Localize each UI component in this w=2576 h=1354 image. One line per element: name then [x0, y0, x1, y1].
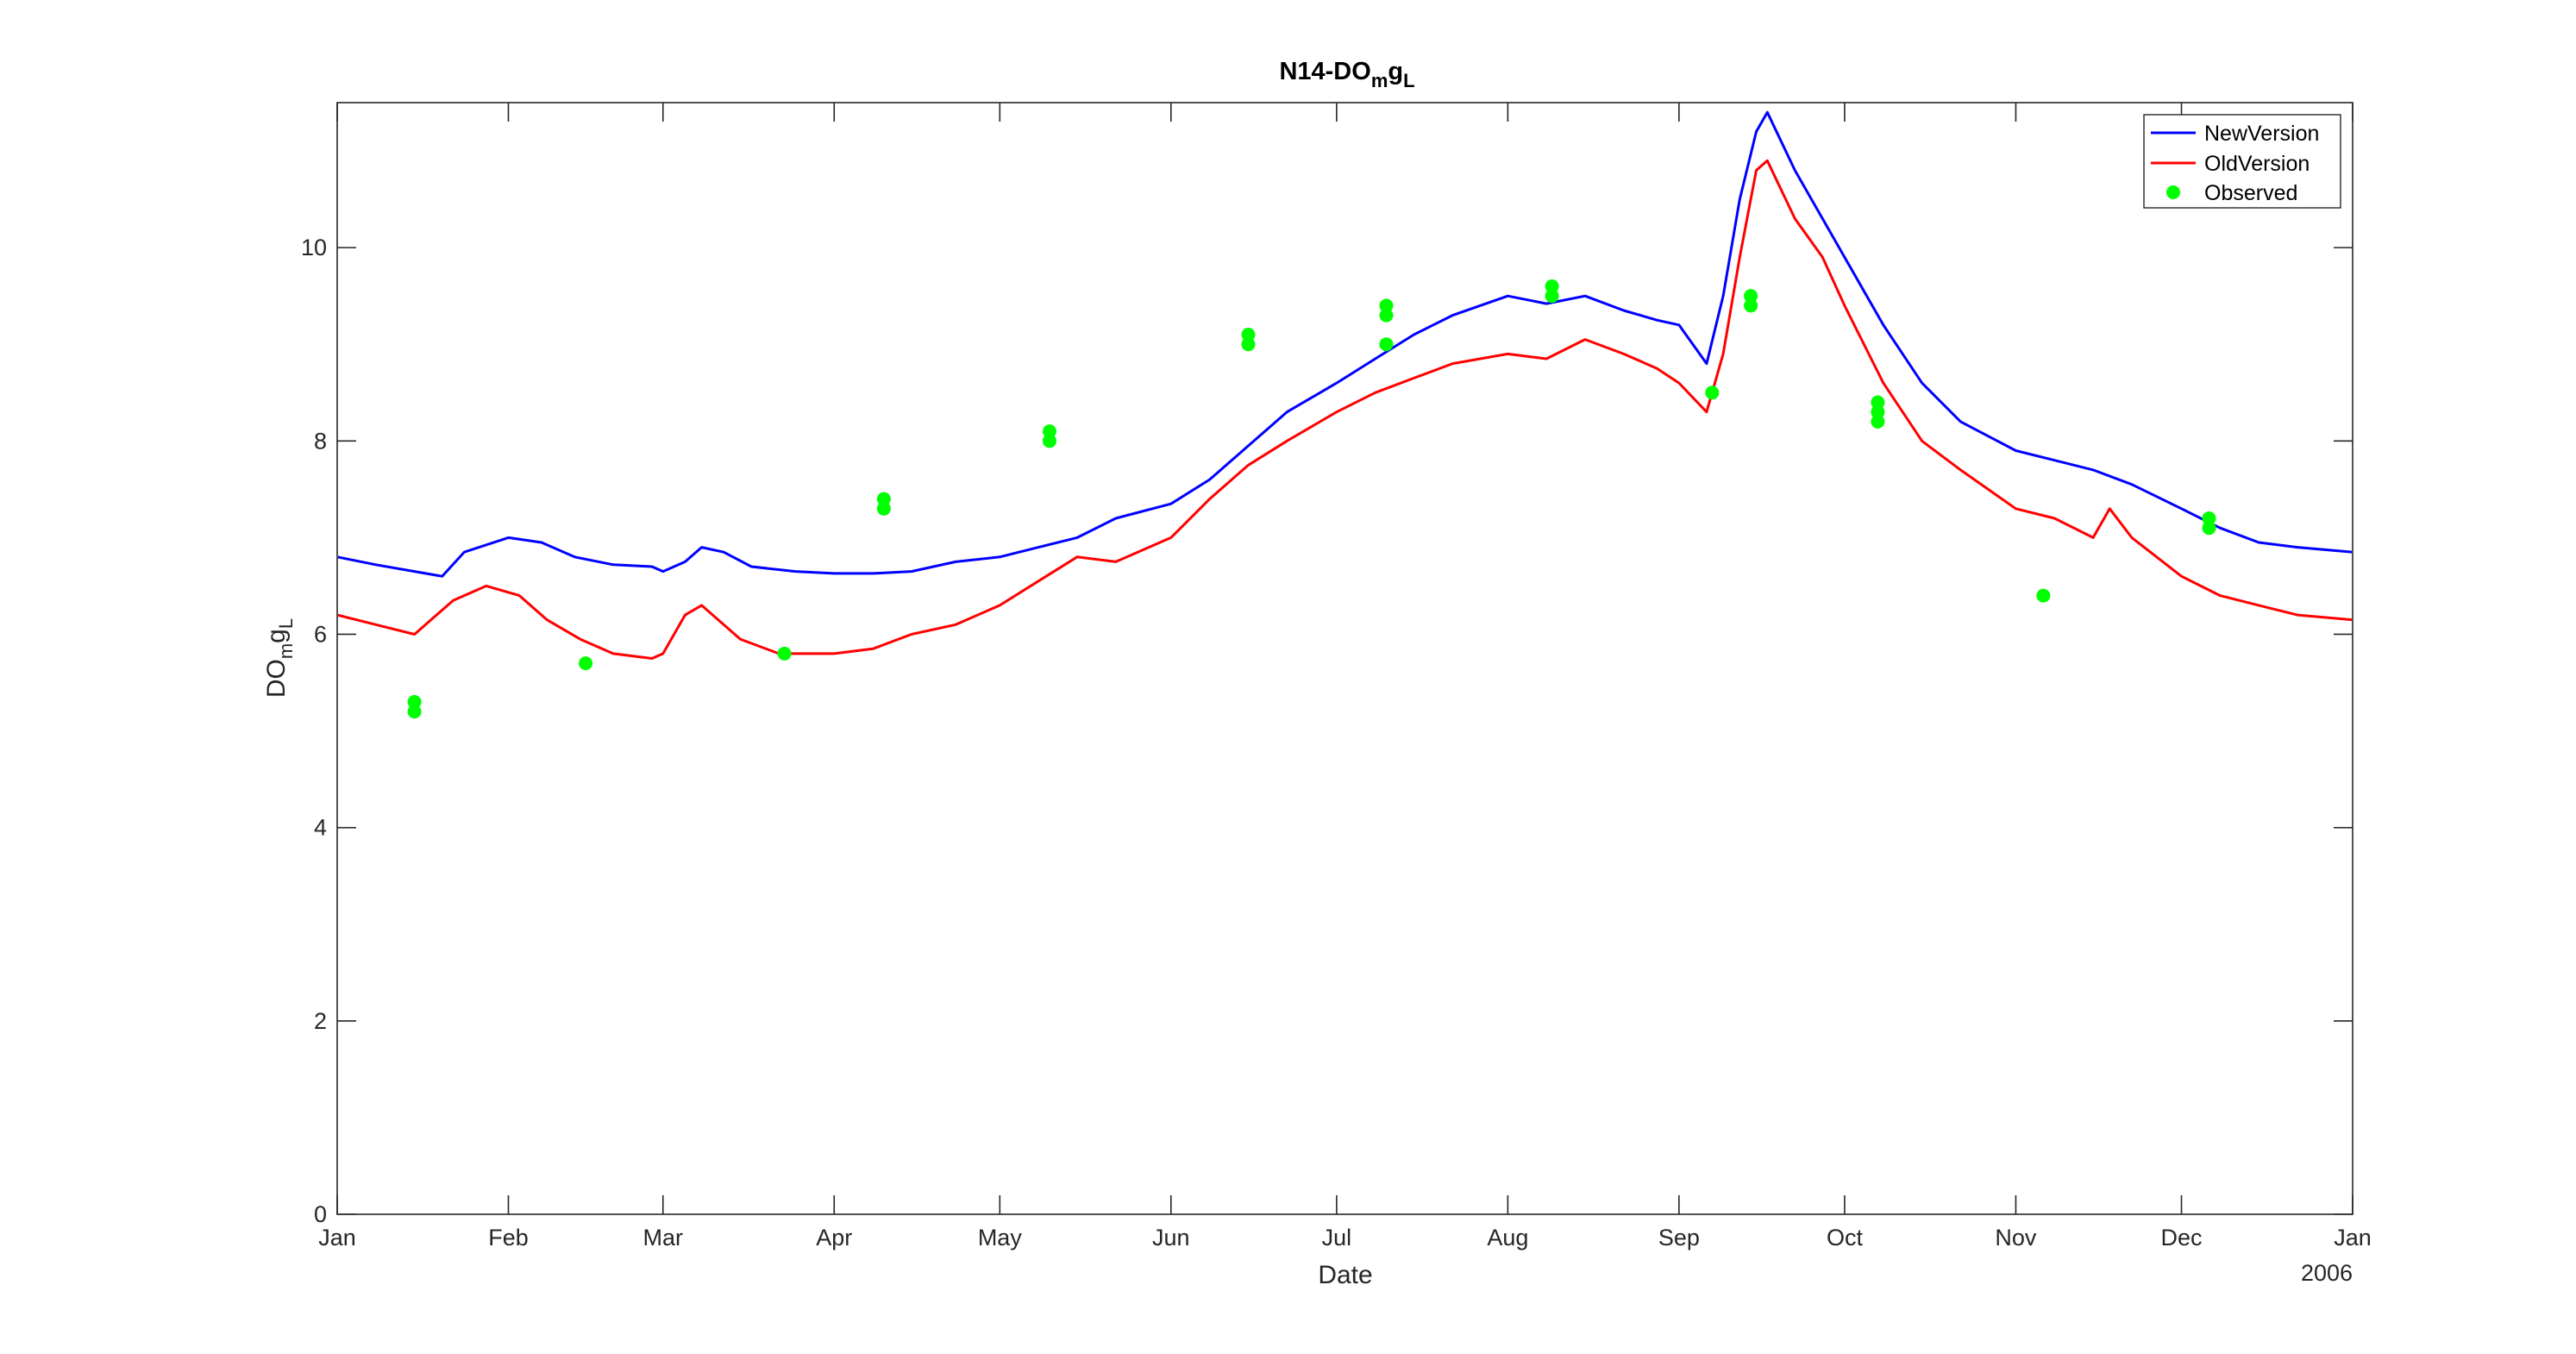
year-label: 2006 [2301, 1260, 2353, 1286]
observed-point [407, 705, 422, 719]
observed-point [1744, 289, 1758, 304]
observed-point [2202, 521, 2216, 536]
x-tick-label: Jul [1322, 1225, 1352, 1251]
observed-point [579, 656, 593, 671]
x-tick-label: Jan [318, 1225, 356, 1251]
x-tick-label: Jun [1152, 1225, 1190, 1251]
observed-point [1241, 328, 1256, 342]
legend: NewVersion OldVersion Observed [2143, 114, 2341, 209]
observed-point [1379, 298, 1394, 313]
y-axis-label-sub: m [275, 643, 297, 659]
observed-point [1871, 404, 1885, 419]
x-tick-label: Dec [2161, 1225, 2203, 1251]
legend-swatch-observed [2166, 185, 2180, 199]
x-tick-label: Nov [1995, 1225, 2037, 1251]
chart-title-mid: g [1388, 58, 1403, 85]
observed-point [1744, 298, 1758, 313]
observed-point [407, 694, 422, 709]
y-tick-label: 2 [314, 1008, 327, 1034]
legend-box [2143, 114, 2341, 209]
observed-point [1379, 337, 1394, 352]
observed-point [1043, 424, 1056, 439]
legend-label-newversion: NewVersion [2204, 122, 2319, 146]
observed-point [1545, 279, 1559, 293]
chart-title: N14-DOmgL [1279, 58, 1414, 91]
observed-point [2202, 511, 2216, 525]
series-line-newversion [338, 110, 2352, 578]
observed-point [1705, 386, 1720, 400]
observed-point [876, 492, 891, 506]
y-tick-label: 10 [301, 235, 327, 260]
x-axis-label: Date [1318, 1261, 1372, 1289]
y-axis-label-mid: g [262, 629, 291, 643]
observed-point [1241, 337, 1256, 352]
x-tick-label: Mar [643, 1225, 684, 1251]
tick-layer: 0 2 4 6 8 10 Jan Feb Mar Apr May Jun Jul Aug Sep Oct Nov… [301, 103, 2372, 1251]
y-axis-label: DOmgL [262, 618, 297, 698]
observed-point [1043, 434, 1056, 448]
observed-point [777, 646, 792, 661]
y-axis-label-main: DO [262, 659, 291, 698]
observed-point [876, 501, 891, 516]
series-line-oldversion [338, 159, 2352, 660]
y-tick-label: 4 [314, 815, 327, 841]
x-tick-label: Apr [816, 1225, 852, 1251]
y-tick-label: 0 [314, 1201, 327, 1227]
x-tick-label: Jan [2334, 1225, 2372, 1251]
chart-title-sub2: L [1403, 70, 1414, 91]
observed-point [1379, 308, 1394, 323]
x-tick-label: Oct [1827, 1225, 1864, 1251]
observed-point [1871, 414, 1885, 429]
x-tick-label: Feb [488, 1225, 529, 1251]
observed-point [2036, 588, 2051, 603]
observed-point [1545, 289, 1559, 304]
series-layer [338, 110, 2352, 719]
legend-label-oldversion: OldVersion [2204, 152, 2310, 176]
x-tick-label: May [978, 1225, 1023, 1251]
chart-title-sub: m [1371, 70, 1388, 91]
y-tick-label: 6 [314, 621, 327, 647]
legend-label-observed: Observed [2204, 181, 2297, 205]
x-tick-label: Aug [1487, 1225, 1528, 1251]
chart-title-main: N14-DO [1279, 58, 1370, 85]
x-tick-label: Sep [1658, 1225, 1700, 1251]
plot-area [336, 102, 2353, 1215]
observed-point [1871, 395, 1885, 410]
y-axis-label-sub2: L [275, 618, 297, 629]
y-tick-label: 8 [314, 428, 327, 454]
